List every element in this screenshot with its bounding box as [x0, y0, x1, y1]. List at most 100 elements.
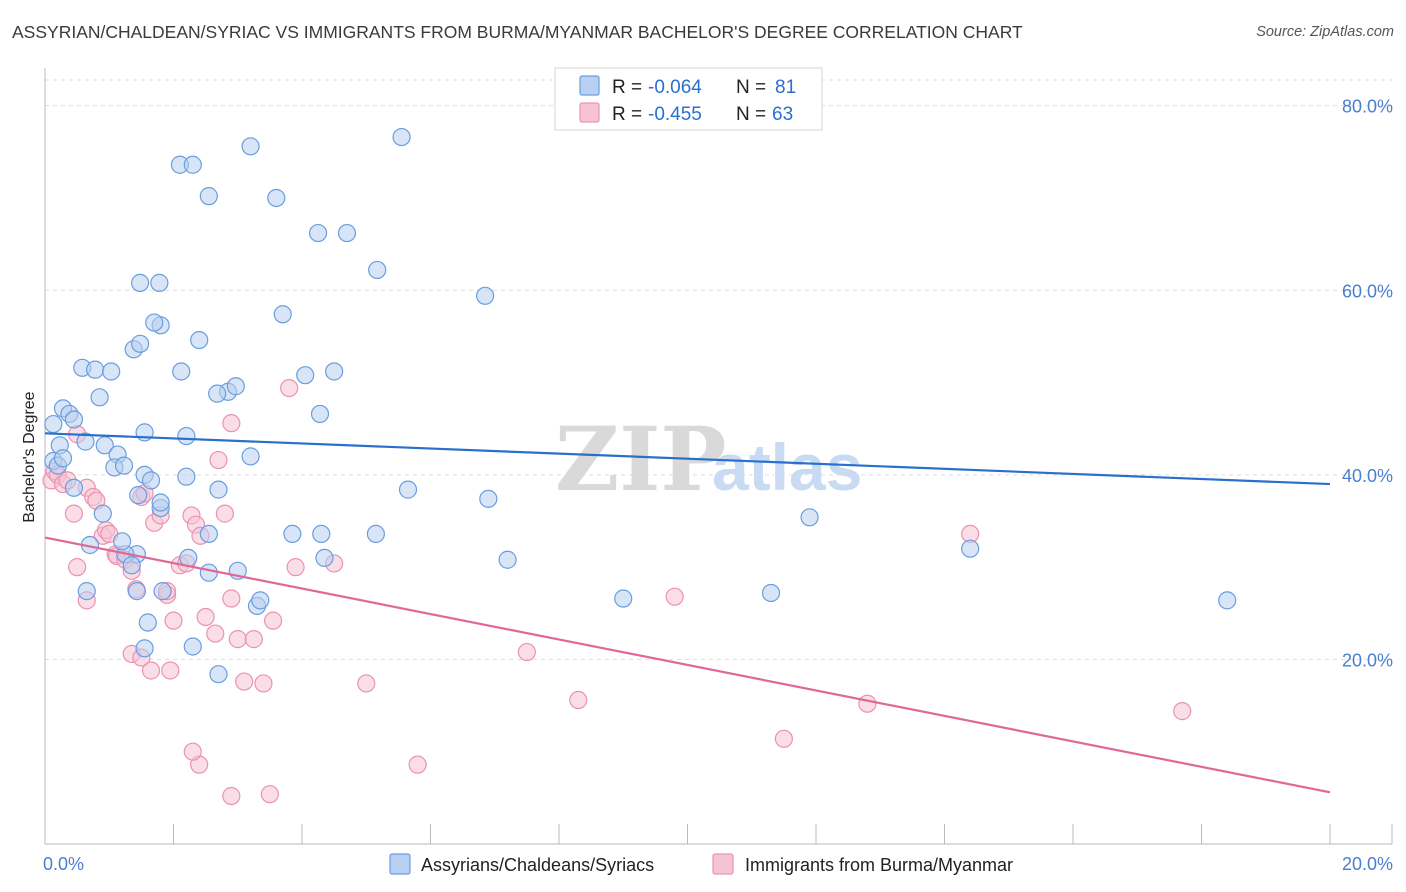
blue-data-point [392, 127, 411, 147]
pink-data-point [517, 642, 536, 662]
blue-data-point [476, 286, 495, 305]
legend-r-value: -0.455 [648, 104, 702, 125]
legend-swatch-pink [579, 102, 600, 123]
blue-data-point [366, 524, 385, 544]
blue-data-point [199, 187, 218, 206]
blue-data-point [761, 583, 781, 603]
blue-data-point [241, 447, 260, 466]
y-tick-label: 20.0% [1342, 650, 1393, 670]
blue-data-point [130, 334, 150, 353]
blue-data-point [77, 582, 96, 601]
blue-data-point [325, 362, 344, 381]
top-legend: R = -0.064 N = 81 R = -0.455 N = 63 [554, 67, 823, 131]
blue-data-point [102, 362, 121, 381]
pink-data-point [357, 674, 376, 693]
pink-data-point [260, 785, 279, 804]
pink-data-point [569, 690, 588, 710]
blue-data-point [95, 436, 114, 455]
grid-layer [45, 79, 1392, 660]
chart-source: Source: ZipAtlas.com [1256, 24, 1394, 40]
blue-data-point [961, 539, 980, 558]
pink-data-point [196, 607, 215, 627]
pink-data-point [222, 786, 241, 806]
pink-data-point [209, 450, 228, 470]
blue-data-point [273, 305, 292, 324]
axis-layer [44, 68, 1393, 845]
pink-data-point [215, 504, 234, 523]
blue-data-point [251, 591, 270, 610]
chart-title: ASSYRIAN/CHALDEAN/SYRIAC VS IMMIGRANTS F… [12, 22, 1023, 42]
legend-n-label: N = [736, 104, 766, 125]
blue-data-point [44, 414, 63, 434]
legend-n-value: 81 [775, 77, 796, 98]
blue-data-point [141, 471, 161, 490]
pink-data-point [222, 414, 241, 433]
blue-data-point [296, 366, 315, 385]
blue-data-point [209, 480, 228, 499]
legend-n-label: N = [736, 77, 766, 98]
blue-data-point [90, 388, 109, 407]
pink-data-point [244, 630, 263, 649]
blue-data-point [138, 613, 157, 632]
blue-data-point [498, 550, 517, 569]
y-axis-label: Bachelor's Degree [21, 391, 38, 522]
blue-data-point [479, 489, 498, 508]
blue-data-point [183, 637, 202, 656]
blue-data-point [129, 486, 148, 505]
blue-data-point [398, 480, 418, 499]
tick-label-layer: 20.0% 40.0% 60.0% 80.0% 0.0% 20.0% [43, 97, 1393, 874]
pink-data-point [774, 729, 793, 748]
legend-r-label: R = [612, 104, 642, 125]
blue-data-point [800, 508, 819, 527]
blue-data-point [199, 563, 218, 582]
y-tick-label: 40.0% [1342, 466, 1393, 486]
trend-layer [44, 432, 1331, 794]
blue-data-point [151, 493, 170, 512]
pink-data-point [858, 694, 877, 713]
blue-data-point [337, 223, 357, 243]
blue-data-point [114, 456, 134, 475]
bottom-legend-label: Immigrants from Burma/Myanmar [745, 855, 1013, 875]
blue-data-point [93, 504, 112, 523]
blue-data-point [310, 404, 330, 424]
blue-data-point [64, 410, 84, 429]
blue-data-point [122, 556, 141, 575]
watermark-atlas: atlas [712, 430, 862, 504]
pink-data-point [222, 589, 241, 608]
pink-trend-line [44, 536, 1331, 794]
blue-data-point [614, 589, 633, 608]
blue-data-point [368, 260, 387, 280]
blue-data-point [64, 478, 84, 497]
blue-data-point [312, 524, 331, 544]
pink-data-point [64, 504, 84, 523]
pink-data-point [235, 672, 254, 691]
blue-data-point [1218, 591, 1237, 610]
blue-data-point [199, 524, 218, 544]
blue-data-point [208, 384, 227, 403]
blue-data-point [308, 223, 328, 243]
blue-data-point [172, 362, 191, 381]
pink-data-point [286, 558, 305, 577]
blue-data-point [127, 582, 146, 601]
pink-data-point [141, 661, 161, 680]
blue-trend-line [44, 432, 1331, 486]
pink-data-point [280, 378, 299, 398]
pink-data-point [164, 611, 183, 630]
legend-swatch-blue [579, 75, 600, 96]
pink-data-point [161, 661, 180, 680]
legend-r-value: -0.064 [648, 77, 702, 98]
watermark: ZIP atlas [555, 407, 862, 511]
blue-data-point [177, 467, 196, 486]
pink-data-point [206, 624, 225, 643]
legend-r-label: R = [612, 77, 642, 98]
y-tick-label: 80.0% [1342, 97, 1393, 117]
bottom-legend: Assyrians/Chaldeans/Syriacs Immigrants f… [389, 853, 1013, 875]
blue-data-point [315, 548, 334, 568]
blue-data-point [153, 582, 172, 601]
blue-data-point [112, 532, 132, 551]
pink-data-point [183, 742, 202, 761]
points-layer [42, 127, 1237, 806]
bottom-legend-swatch-pink [712, 853, 734, 875]
blue-data-point [190, 331, 209, 350]
pink-data-point [408, 755, 427, 774]
